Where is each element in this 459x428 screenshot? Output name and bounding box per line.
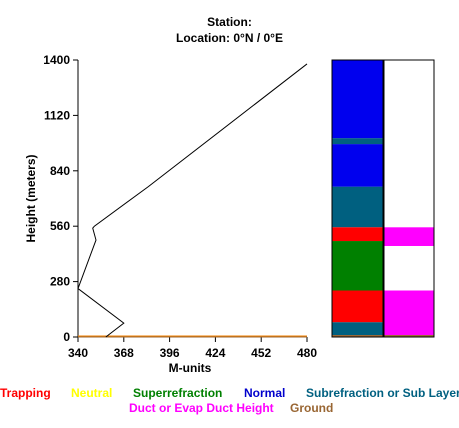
y-axis-label: Height (meters) [24, 154, 38, 242]
y-tick-label: 560 [50, 219, 70, 233]
refraction-class-bar-segment [332, 138, 383, 145]
duct-class-bar-segment [384, 227, 434, 246]
refraction-class-bar-segment [332, 335, 383, 337]
legend-normal: Normal [244, 386, 286, 400]
x-tick-label: 452 [251, 346, 271, 360]
duct-class-bar-segment [384, 60, 434, 228]
x-tick-label: 396 [160, 346, 180, 360]
x-tick-label: 368 [114, 346, 134, 360]
legend-ground: Ground [290, 401, 334, 415]
refraction-class-bar-segment [332, 60, 383, 139]
x-tick-label: 424 [205, 346, 225, 360]
station-title: Station: [207, 15, 252, 29]
duct-class-bar-segment [384, 335, 434, 337]
duct-class-bar-segment [384, 245, 434, 291]
legend-trapping: Trapping [0, 386, 51, 400]
refraction-class-bar-segment [332, 322, 383, 336]
refraction-class-bar-frame [331, 59, 384, 338]
legend-subrefraction: Subrefraction or Sub Layer [306, 386, 459, 400]
refraction-class-bar-segment [332, 144, 383, 187]
duct-class-bar-frame [383, 59, 435, 338]
refraction-class-bar-segment [332, 290, 383, 323]
y-tick-label: 280 [50, 275, 70, 289]
y-tick-label: 1400 [43, 53, 70, 67]
legend-duct: Duct or Evap Duct Height [129, 401, 274, 415]
m-profile-line [77, 63, 308, 338]
x-tick-label: 480 [297, 346, 317, 360]
refraction-class-bar-segment [332, 241, 383, 291]
y-tick-label: 1120 [44, 108, 70, 122]
legend-neutral: Neutral [71, 386, 113, 400]
refraction-class-bar-segment [332, 186, 383, 228]
y-tick-label: 0 [63, 330, 70, 344]
duct-class-bar-segment [384, 290, 434, 336]
x-axis-label: M-units [169, 361, 212, 375]
legend-superrefraction: Superrefraction [133, 386, 223, 400]
location-subtitle: Location: 0°N / 0°E [176, 31, 283, 45]
y-tick-label: 840 [50, 164, 70, 178]
refraction-class-bar-segment [332, 227, 383, 242]
x-tick-label: 340 [68, 346, 88, 360]
